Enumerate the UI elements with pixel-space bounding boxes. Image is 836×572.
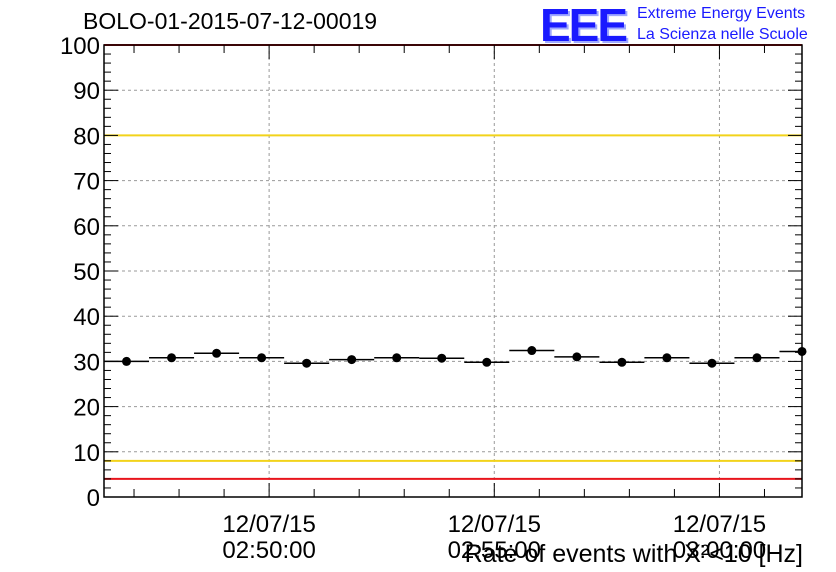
- data-point: [662, 353, 672, 363]
- y-tick-label: 20: [73, 395, 100, 422]
- axis-ticks: [104, 44, 802, 498]
- data-point: [752, 353, 762, 363]
- x-tick-time: 02:50:00: [222, 537, 315, 564]
- data-point: [572, 352, 582, 362]
- reference-lines: [104, 44, 802, 480]
- y-tick-label: 80: [73, 123, 100, 150]
- eee-logo: EEE Extreme Energy Events La Scienza nel…: [540, 0, 830, 51]
- data-point: [212, 348, 222, 358]
- y-tick-labels: 0 10 20 30 40 50 60 70 80 90 100: [60, 33, 100, 512]
- data-point: [167, 353, 177, 363]
- y-tick-label: 40: [73, 304, 100, 331]
- grid-lines: [104, 45, 802, 497]
- data-point: [527, 346, 537, 356]
- data-points: [104, 346, 807, 368]
- data-point: [797, 346, 807, 356]
- y-tick-label: 50: [73, 259, 100, 286]
- data-point: [482, 357, 492, 367]
- eee-logo-mark: EEE: [540, 0, 628, 51]
- x-tick-date: 12/07/15: [448, 511, 541, 538]
- run-title: BOLO-01-2015-07-12-00019: [83, 8, 378, 34]
- data-point: [617, 357, 627, 367]
- x-tick-time: 02:55:00: [448, 537, 541, 564]
- x-tick-date: 12/07/15: [222, 511, 315, 538]
- data-point: [257, 353, 267, 363]
- x-tick-labels: 12/07/1502:50:0012/07/1502:55:0012/07/15…: [222, 511, 766, 564]
- y-tick-label: 100: [60, 33, 100, 60]
- logo-line-2: La Scienza nelle Scuole: [637, 26, 808, 43]
- data-point: [122, 356, 132, 366]
- y-tick-label: 70: [73, 169, 100, 196]
- y-tick-label: 0: [87, 485, 100, 512]
- logo-line-1: Extreme Energy Events: [637, 5, 806, 22]
- data-point: [437, 353, 447, 363]
- data-point: [347, 355, 357, 365]
- x-tick-time: 03:00:00: [673, 537, 766, 564]
- data-point: [707, 358, 717, 368]
- y-tick-label: 30: [73, 349, 100, 376]
- x-tick-date: 12/07/15: [673, 511, 766, 538]
- data-point: [302, 358, 312, 368]
- data-point: [392, 353, 402, 363]
- y-tick-label: 10: [73, 440, 100, 467]
- y-axis-title: Rate of events with X²<10 [Hz]: [465, 540, 803, 568]
- y-tick-label: 60: [73, 214, 100, 241]
- y-tick-label: 90: [73, 78, 100, 105]
